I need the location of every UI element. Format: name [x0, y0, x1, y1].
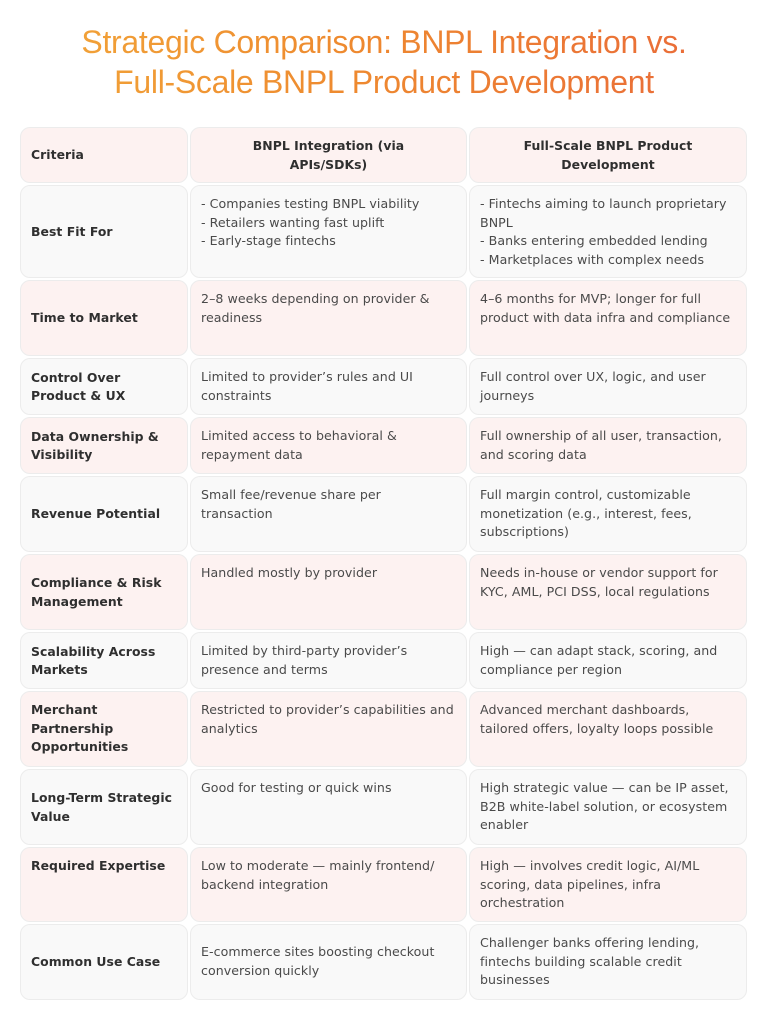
integration-cell: - Companies testing BNPL viability - Ret… — [190, 185, 467, 278]
header-integration: BNPL Integration (via APIs/SDKs) — [190, 127, 467, 183]
criteria-cell: Data Ownership & Visibility — [20, 417, 188, 474]
table-row: Best Fit For - Companies testing BNPL vi… — [20, 185, 747, 278]
integration-cell: Small fee/revenue share per transaction — [190, 476, 467, 552]
integration-cell: Limited by third-party provider’s presen… — [190, 632, 467, 689]
header-criteria: Criteria — [20, 127, 188, 183]
full-scale-cell: High — involves credit logic, AI/ML scor… — [469, 847, 747, 922]
table-row: Time to Market 2–8 weeks depending on pr… — [20, 280, 747, 356]
comparison-table: Criteria BNPL Integration (via APIs/SDKs… — [20, 127, 747, 1002]
title-line-2: Full-Scale BNPL Product Development — [114, 64, 654, 100]
criteria-cell: Compliance & Risk Management — [20, 554, 188, 630]
criteria-cell: Control Over Product & UX — [20, 358, 188, 415]
page-title: Strategic Comparison: BNPL Integration v… — [0, 22, 768, 102]
criteria-cell: Required Expertise — [20, 847, 188, 922]
table-row: Merchant Partnership Opportunities Restr… — [20, 691, 747, 767]
integration-cell: Limited to provider’s rules and UI const… — [190, 358, 467, 415]
criteria-cell: Scalability Across Markets — [20, 632, 188, 689]
full-scale-cell: High — can adapt stack, scoring, and com… — [469, 632, 747, 689]
full-scale-cell: High strategic value — can be IP asset, … — [469, 769, 747, 845]
table-row: Revenue Potential Small fee/revenue shar… — [20, 476, 747, 552]
table-header-row: Criteria BNPL Integration (via APIs/SDKs… — [20, 127, 747, 183]
criteria-cell: Long-Term Strategic Value — [20, 769, 188, 845]
table-row: Long-Term Strategic Value Good for testi… — [20, 769, 747, 845]
table-row: Common Use Case E-commerce sites boostin… — [20, 924, 747, 1000]
header-full-scale: Full-Scale BNPL Product Development — [469, 127, 747, 183]
cell-line: - Early-stage fintechs — [201, 233, 336, 248]
integration-cell: Low to moderate — mainly frontend/ backe… — [190, 847, 467, 922]
criteria-cell: Revenue Potential — [20, 476, 188, 552]
criteria-cell: Time to Market — [20, 280, 188, 356]
table-row: Compliance & Risk Management Handled mos… — [20, 554, 747, 630]
cell-line: - Marketplaces with complex needs — [480, 251, 705, 267]
integration-cell: E-commerce sites boosting checkout conve… — [190, 924, 467, 1000]
integration-cell: Restricted to provider’s capabilities an… — [190, 691, 467, 767]
table-row: Data Ownership & Visibility Limited acce… — [20, 417, 747, 474]
cell-line: - Fintechs aiming to launch proprietary … — [480, 196, 727, 230]
full-scale-cell: Full margin control, customizable moneti… — [469, 476, 747, 552]
title-line-1: Strategic Comparison: BNPL Integration v… — [81, 24, 687, 60]
integration-cell: Good for testing or quick wins — [190, 769, 467, 845]
cell-line: - Retailers wanting fast uplift — [201, 214, 385, 230]
cell-line: - Companies testing BNPL viability — [201, 196, 420, 211]
table-row: Control Over Product & UX Limited to pro… — [20, 358, 747, 415]
full-scale-cell: Full ownership of all user, transaction,… — [469, 417, 747, 474]
cell-line: - Banks entering embedded lending — [480, 233, 708, 248]
full-scale-cell: - Fintechs aiming to launch proprietary … — [469, 185, 747, 278]
integration-cell: Limited access to behavioral & repayment… — [190, 417, 467, 474]
table-row: Scalability Across Markets Limited by th… — [20, 632, 747, 689]
integration-cell: Handled mostly by provider — [190, 554, 467, 630]
integration-cell: 2–8 weeks depending on provider & readin… — [190, 280, 467, 356]
full-scale-cell: 4–6 months for MVP; longer for full prod… — [469, 280, 747, 356]
full-scale-cell: Needs in-house or vendor support for KYC… — [469, 554, 747, 630]
criteria-cell: Best Fit For — [20, 185, 188, 278]
full-scale-cell: Full control over UX, logic, and user jo… — [469, 358, 747, 415]
table-row: Required Expertise Low to moderate — mai… — [20, 847, 747, 922]
criteria-cell: Merchant Partnership Opportunities — [20, 691, 188, 767]
criteria-cell: Common Use Case — [20, 924, 188, 1000]
full-scale-cell: Advanced merchant dashboards, tailored o… — [469, 691, 747, 767]
full-scale-cell: Challenger banks offering lending, finte… — [469, 924, 747, 1000]
